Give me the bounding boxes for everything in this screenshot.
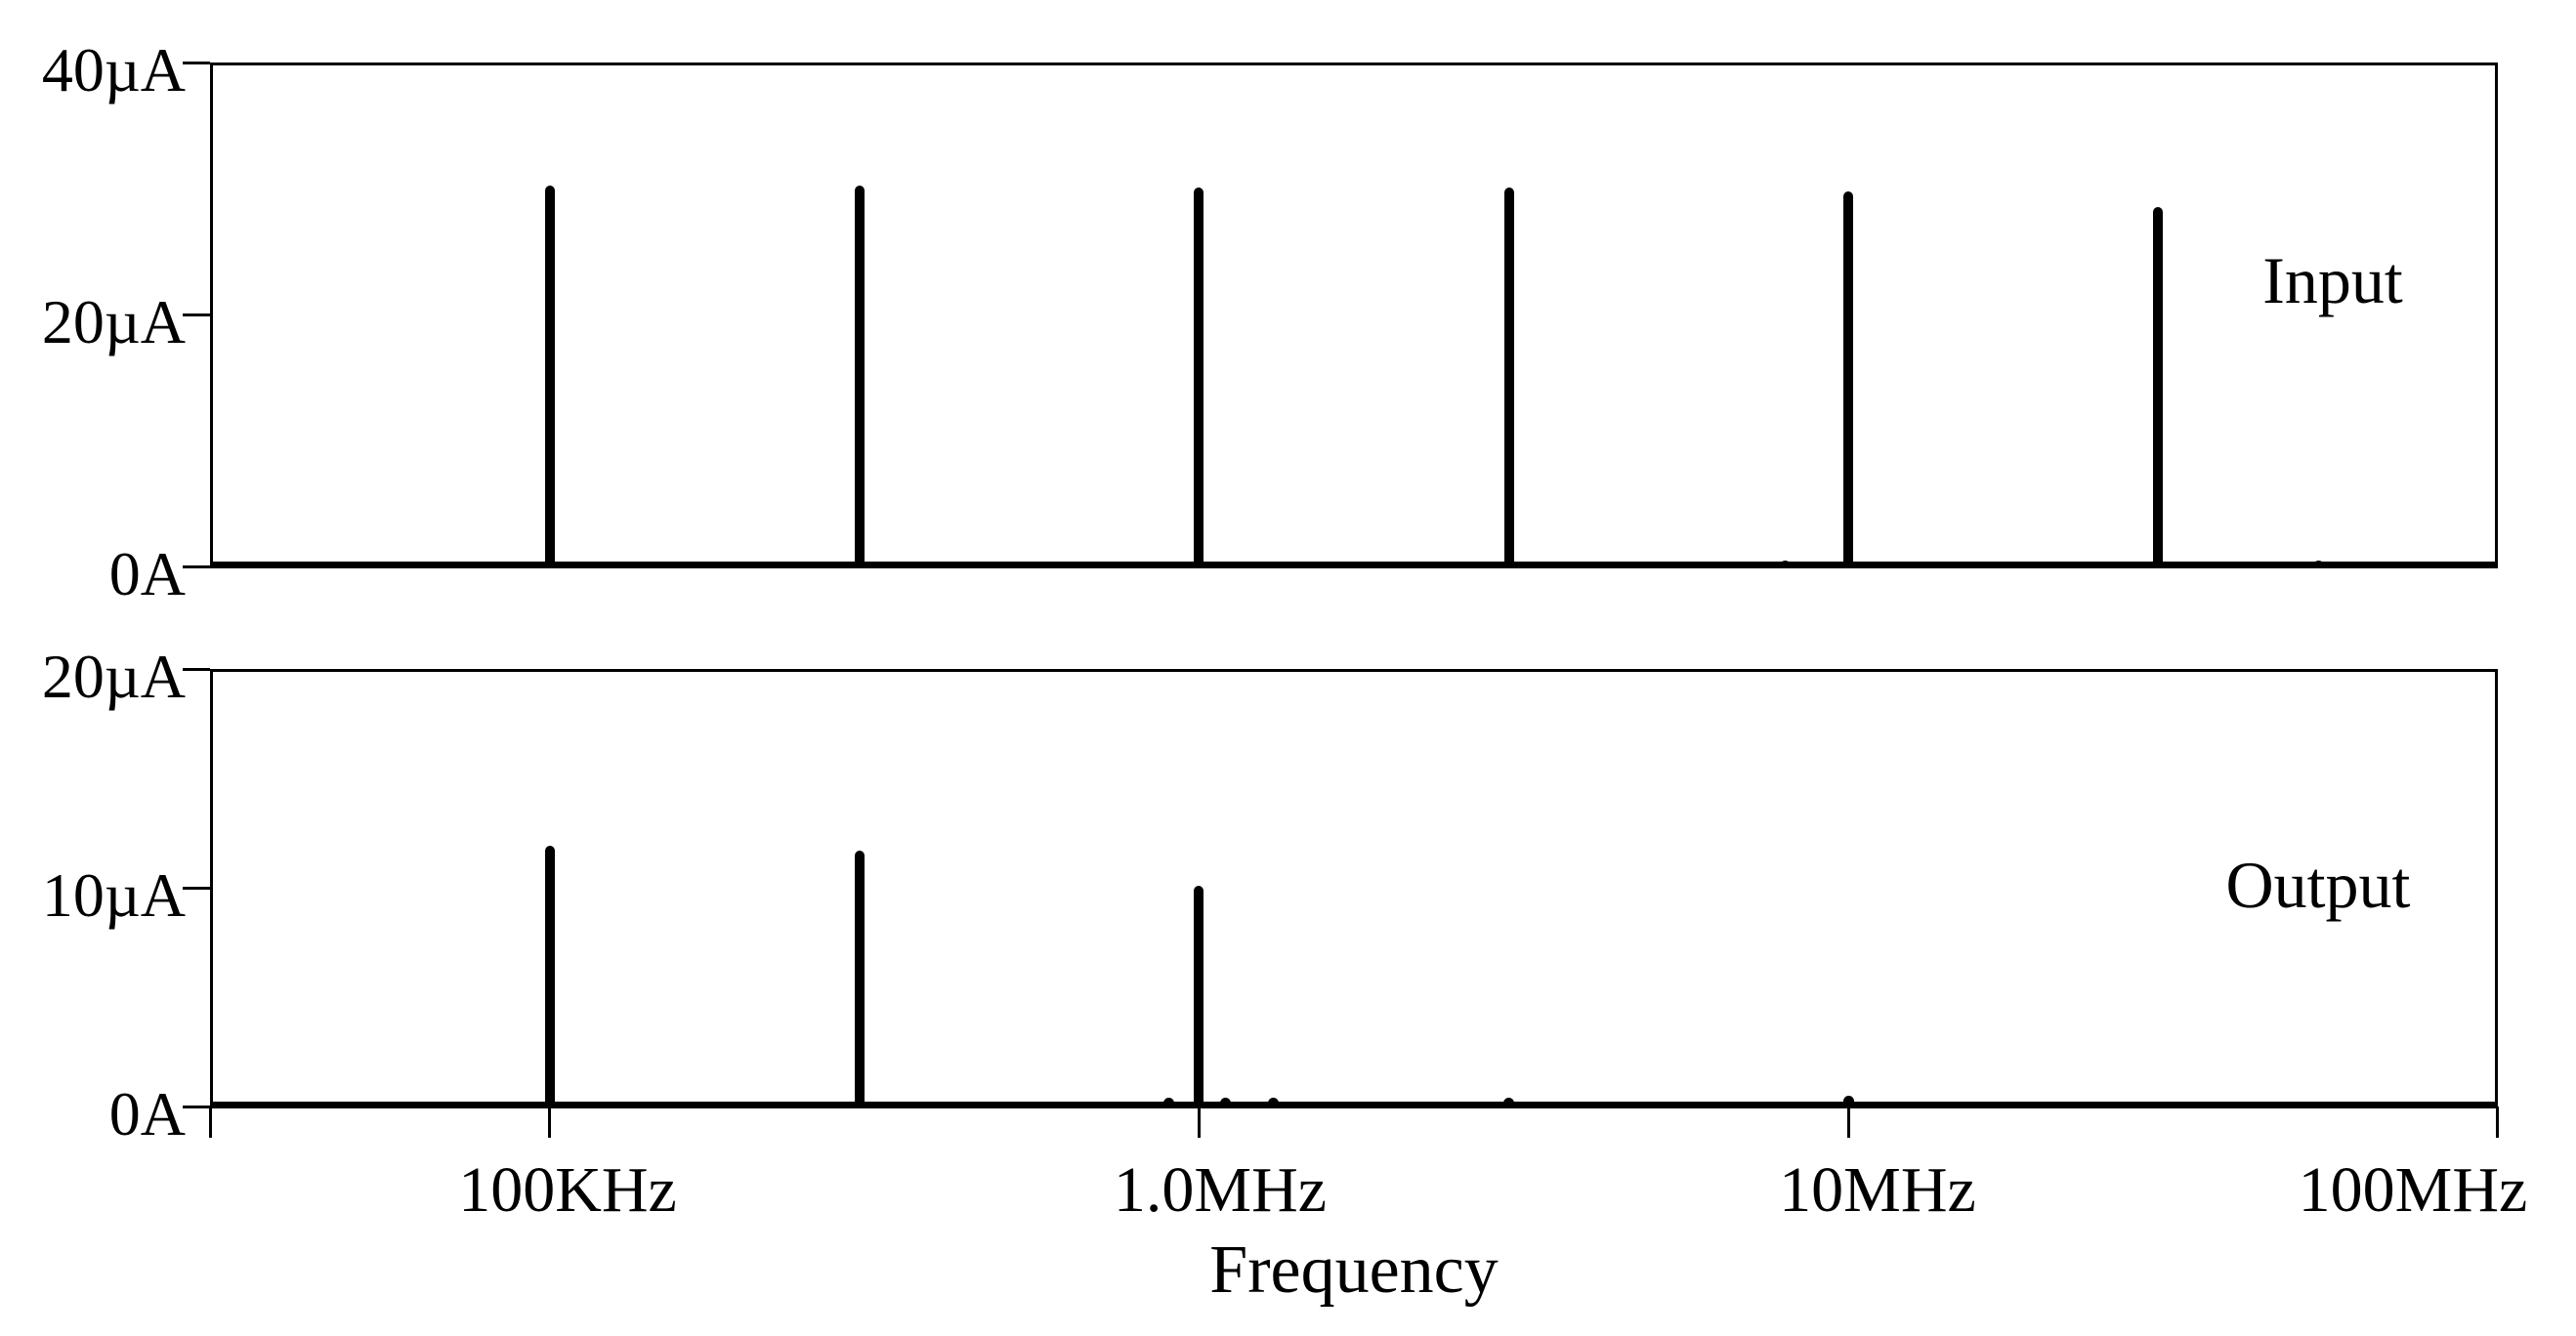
x-axis-tick — [2496, 1106, 2499, 1138]
output-panel-label: Output — [2225, 848, 2411, 922]
x-axis-title: Frequency — [1209, 1232, 1499, 1308]
input-zero-trace-line — [210, 562, 2498, 568]
spectrum-spike — [1504, 188, 1514, 566]
input-spectrum-panel — [210, 63, 2498, 568]
y-axis-tick — [183, 62, 210, 64]
x-tick-label: 100MHz — [2298, 1154, 2528, 1226]
output-zero-trace-line — [210, 1102, 2498, 1108]
spectrum-spike — [1194, 188, 1204, 566]
y-axis-tick — [183, 1106, 210, 1108]
spectrum-dot — [1843, 1096, 1854, 1106]
x-tick-label: 100KHz — [458, 1154, 677, 1226]
x-tick-label: 10MHz — [1779, 1154, 1976, 1226]
input-panel-label: Input — [2262, 243, 2403, 317]
y-tick-label: 40µA — [41, 35, 186, 104]
spectrum-spike — [545, 846, 555, 1106]
y-tick-label: 10µA — [41, 860, 186, 930]
output-spectrum-trace — [210, 669, 2498, 1106]
input-spectrum-trace — [210, 63, 2498, 566]
y-tick-label: 0A — [108, 1079, 186, 1148]
spectrum-spike — [855, 851, 865, 1106]
spectrum-spike — [1843, 191, 1853, 566]
spectrum-spike — [1194, 886, 1204, 1106]
y-axis-tick — [183, 313, 210, 316]
spectrum-spike — [545, 186, 555, 566]
y-axis-tick — [183, 565, 210, 568]
y-axis-tick — [183, 668, 210, 671]
y-tick-label: 20µA — [41, 642, 186, 711]
x-axis-left-edge-tick — [209, 1106, 212, 1138]
spectrum-spike — [855, 186, 865, 566]
x-tick-label: 1.0MHz — [1113, 1154, 1328, 1226]
spectrum-spike — [2153, 207, 2163, 566]
output-spectrum-panel — [210, 669, 2498, 1108]
y-axis-tick — [183, 887, 210, 890]
x-axis-tick — [1847, 1106, 1850, 1138]
y-tick-label: 0A — [108, 539, 186, 608]
x-axis-tick — [1198, 1106, 1201, 1138]
x-axis-tick — [548, 1106, 551, 1138]
y-tick-label: 20µA — [41, 287, 186, 356]
